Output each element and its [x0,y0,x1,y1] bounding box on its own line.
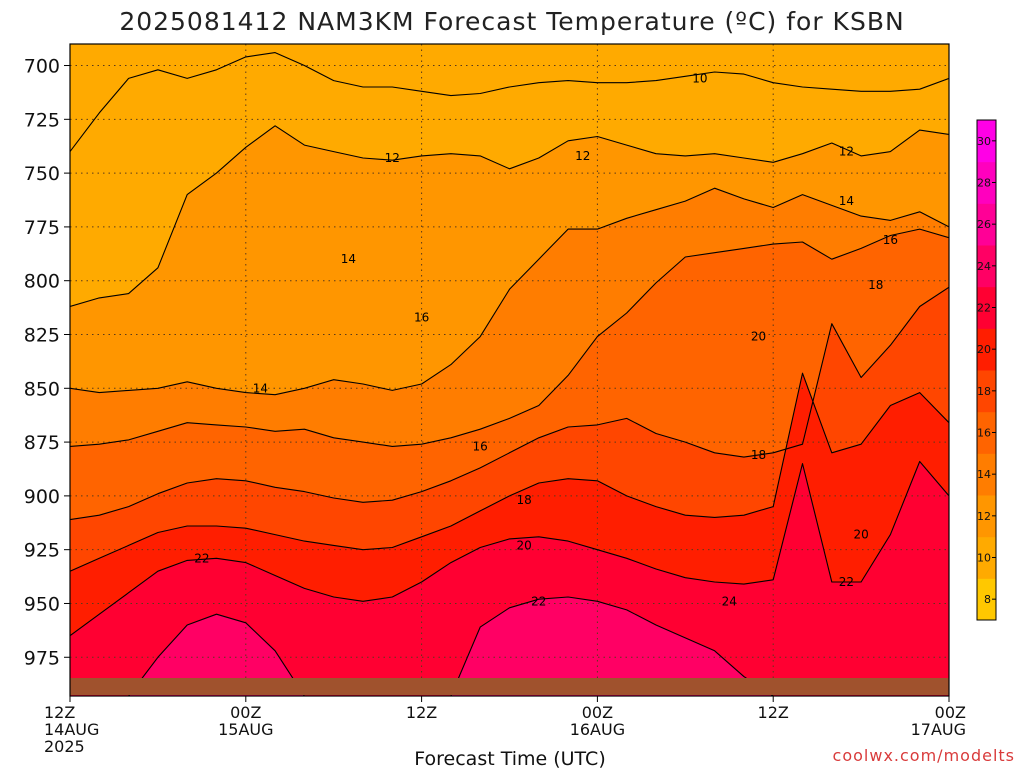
y-tick-label: 850 [24,378,60,400]
contour-line-22 [70,460,949,637]
colorbar-swatch [977,203,996,246]
x-tick-label: 16AUG [570,720,625,739]
colorbar-swatch [977,370,996,413]
contour-line-18 [70,286,949,521]
x-tick-label: 00Z [582,703,613,722]
contour-label: 20 [751,330,766,344]
x-tick-label: 14AUG [44,720,99,739]
fill-above-24 [128,597,774,696]
contour-label: 22 [531,594,546,608]
contour-label: 18 [751,448,766,462]
y-tick-label: 725 [24,109,60,131]
contour-labels: 1012121212141414141616161818181820202020… [194,71,971,608]
contour-label: 16 [414,310,429,324]
y-axis: 700 725 750 775 800 825 850 875 900 925 950 975 [24,56,70,669]
x-tick-label: 15AUG [218,720,273,739]
colorbar-swatch [977,411,996,454]
contour-label: 18 [868,278,883,292]
contour-label: 20 [853,528,868,542]
x-tick-label: 12Z [758,703,789,722]
colorbar-label: 20 [977,343,991,356]
y-tick-label: 900 [24,486,60,508]
colorbar-label: 24 [977,260,991,273]
colorbar-label: 26 [977,218,991,231]
x-tick-label: 12Z [406,703,437,722]
credit-text: coolwx.com/modelts [833,746,1015,765]
y-tick-label: 950 [24,593,60,615]
y-tick-label: 975 [24,647,60,669]
colorbar-swatch [977,245,996,288]
colorbar-label: 16 [977,427,991,440]
colorbar-swatch [977,578,996,621]
x-tick-label: 00Z [230,703,261,722]
colorbar-label: 18 [977,385,991,398]
contour-line-10 [70,52,949,152]
contour-label: 22 [839,575,854,589]
fill-above-22 [70,461,949,696]
contour-label: 12 [575,149,590,163]
contour-label: 10 [692,71,707,85]
contour-label: 18 [517,493,532,507]
grid-lines [70,44,949,696]
y-tick-label: 750 [24,163,60,185]
contour-label: 14 [839,194,854,208]
chart-title: 2025081412 NAM3KM Forecast Temperature (… [119,7,904,36]
contour-line-16 [70,228,949,447]
contour-label: 12 [839,145,854,159]
colorbar-frame [976,119,997,621]
contour-line-24 [128,596,774,696]
contour-line-14 [70,187,949,396]
colorbar-swatch [977,286,996,329]
plot-frame [69,43,950,697]
colorbar-label: 10 [977,552,991,565]
contour-label: 16 [473,439,488,453]
y-tick-label: 825 [24,324,60,346]
colorbar-label: 14 [977,468,991,481]
colorbar-label: 8 [984,593,991,606]
colorbar-swatch [977,453,996,496]
y-tick-label: 700 [24,56,60,78]
colorbar-swatch [977,161,996,204]
colorbar-label: 12 [977,510,991,523]
contour-label: 14 [341,252,356,266]
ground-band [70,678,949,695]
x-axis-label: Forecast Time (UTC) [414,748,605,768]
contour-label: 22 [194,551,209,565]
colorbar-label: 22 [977,302,991,315]
contour-label: 12 [385,151,400,165]
x-tick-label: 17AUG [911,720,966,739]
contour-label: 24 [722,594,737,608]
y-tick-label: 800 [24,271,60,293]
contour-line-20 [70,372,949,572]
contour-label: 16 [883,233,898,247]
colorbar-legend: 8 10 12 14 16 18 20 22 24 26 28 30 [976,119,997,621]
colorbar-label: 28 [977,177,991,190]
colorbar-label: 30 [977,135,991,148]
y-tick-label: 925 [24,540,60,562]
contour-label: 20 [517,538,532,552]
colorbar-swatch [977,328,996,371]
y-tick-label: 775 [24,217,60,239]
x-tick-label: 2025 [44,737,85,756]
colorbar-swatch [977,536,996,579]
temperature-fill-layers [70,44,949,696]
x-tick-label: 12Z [44,703,75,722]
contour-lines [70,52,949,696]
x-tick-label: 00Z [935,703,966,722]
contour-label: 14 [253,381,268,395]
contour-label: 20 [956,336,971,350]
colorbar-swatch [977,495,996,538]
y-tick-label: 875 [24,432,60,454]
contour-line-12 [70,125,949,308]
colorbar-swatch [977,120,996,163]
